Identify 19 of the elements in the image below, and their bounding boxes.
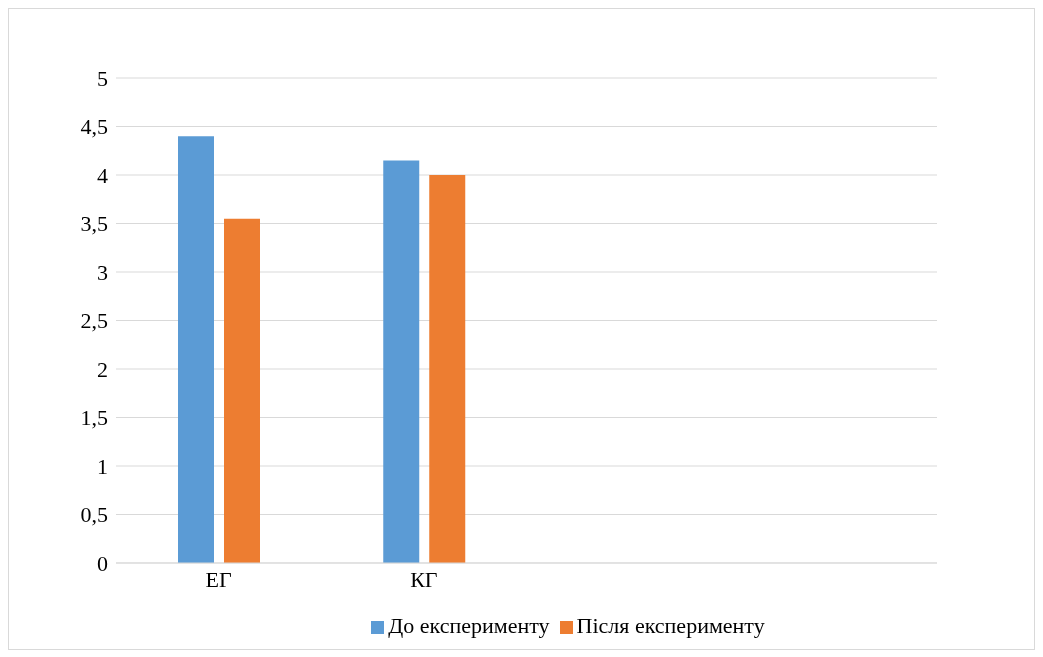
y-tick-label: 4	[97, 162, 108, 188]
bar	[383, 160, 420, 563]
legend-label: Після експерименту	[576, 613, 765, 638]
bar	[429, 175, 466, 563]
bar	[178, 136, 214, 563]
y-tick-label: 1	[97, 453, 108, 479]
x-tick-label: ЕГ	[205, 566, 232, 592]
legend-label: До експерименту	[388, 613, 550, 638]
y-tick-label: 3,5	[80, 211, 108, 237]
y-tick-label: 3	[97, 259, 108, 285]
y-tick-label: 4,5	[80, 114, 108, 140]
y-tick-label: 2,5	[80, 308, 108, 334]
y-tick-label: 5	[97, 65, 108, 91]
y-tick-label: 0	[97, 550, 108, 576]
y-tick-label: 2	[97, 356, 108, 382]
x-tick-label: КГ	[410, 566, 438, 592]
y-tick-label: 1,5	[80, 405, 108, 431]
bar	[224, 218, 260, 563]
y-tick-label: 0,5	[80, 502, 108, 528]
